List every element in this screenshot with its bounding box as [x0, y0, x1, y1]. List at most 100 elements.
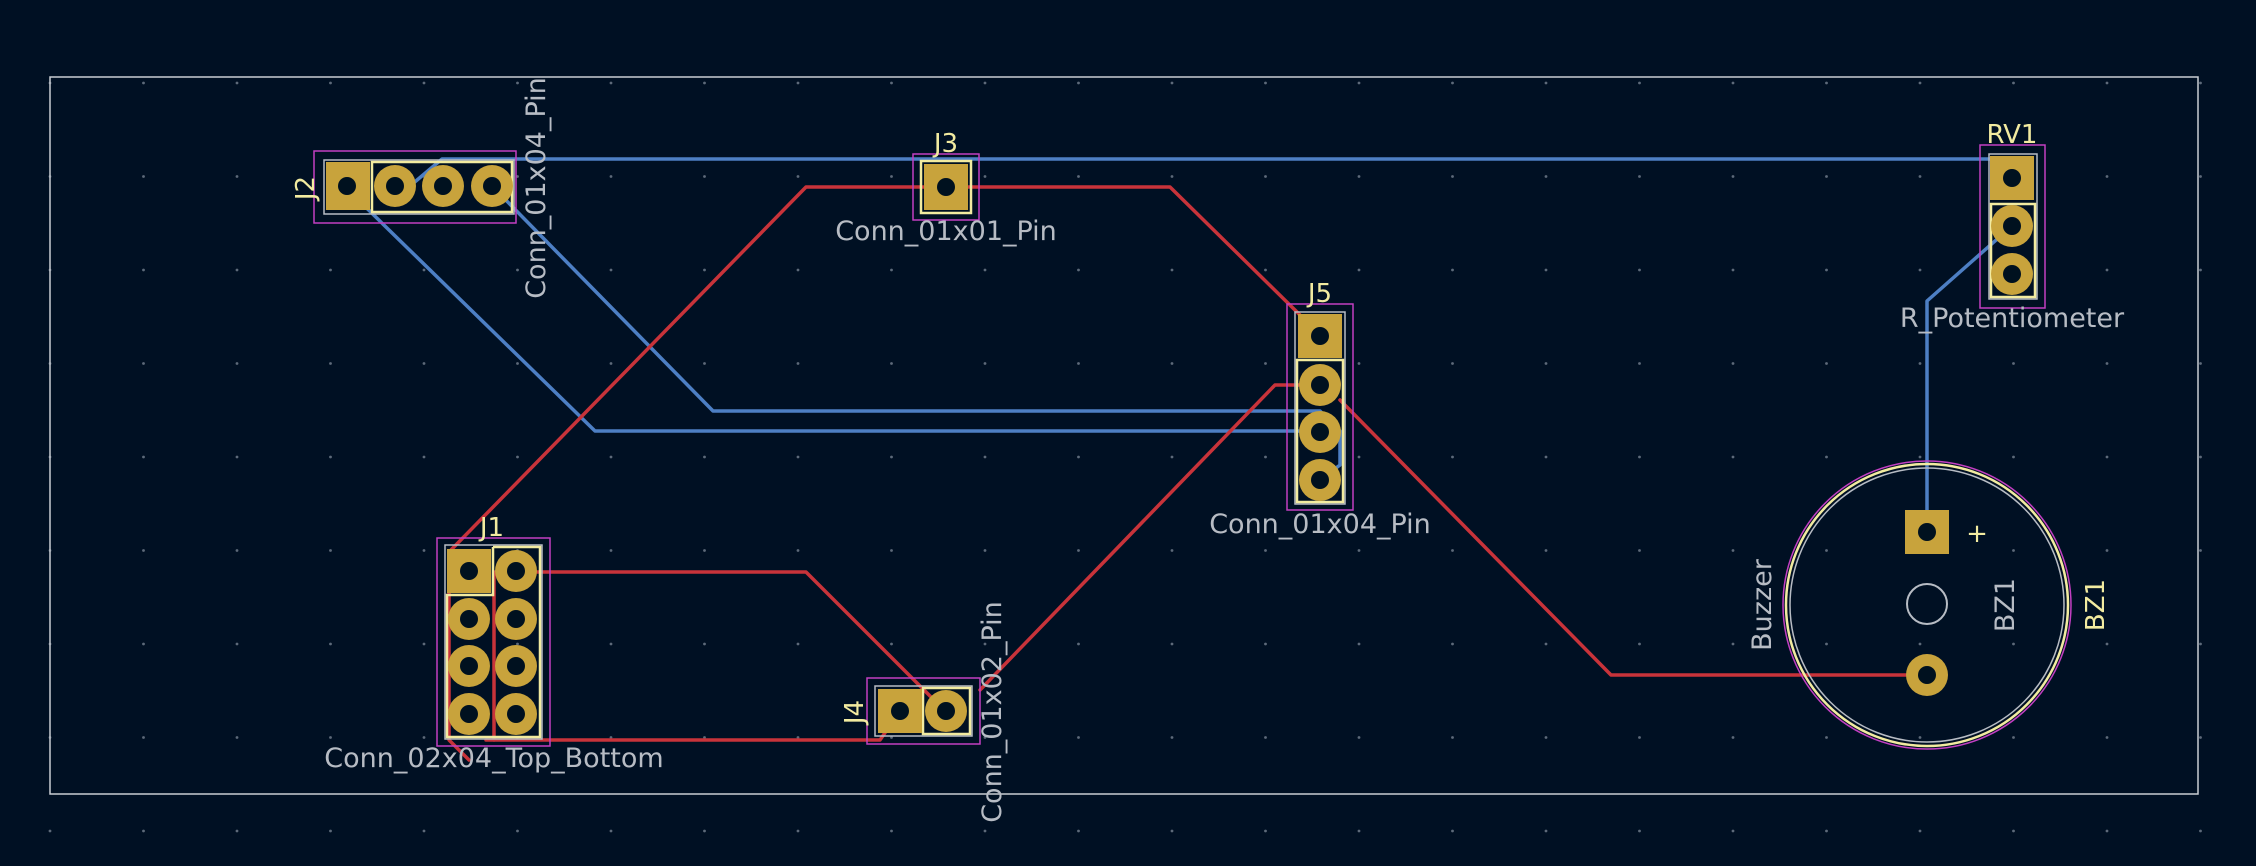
grid-dot [2012, 829, 2015, 833]
footprint-j3[interactable]: J3 Conn_01x01_Pin [835, 129, 1057, 247]
grid-dot [2105, 455, 2109, 459]
grid-dot [1731, 175, 1735, 178]
grid-dot [1918, 829, 1922, 833]
j1-pad-3-hole [460, 610, 478, 628]
j5-pad-1-hole [1311, 327, 1329, 345]
grid-dot [1638, 829, 1641, 833]
grid-dot [142, 175, 145, 178]
grid-dot [329, 829, 332, 833]
grid-dot [1357, 549, 1361, 552]
grid-dot [796, 642, 800, 646]
grid-dot [1264, 455, 1267, 459]
grid-dot [2012, 549, 2015, 552]
j5-silk-outline [1295, 358, 1345, 504]
grid-dot [1077, 549, 1080, 552]
grid-dot [1731, 81, 1735, 85]
grid-dot [142, 455, 145, 459]
board-outline [49, 76, 2199, 795]
grid-dot [2105, 642, 2109, 646]
grid-dot [1544, 829, 1548, 833]
j5-courtyard [1286, 303, 1354, 511]
grid-dot [2105, 829, 2109, 833]
grid-dot [1357, 175, 1361, 178]
grid-dot [2199, 736, 2202, 739]
grid-dot [516, 642, 519, 646]
grid-dot [422, 455, 426, 459]
trace-j2-j5-a[interactable] [343, 185, 1322, 433]
trace-j1-j4[interactable] [514, 570, 947, 713]
grid-dot [1731, 268, 1735, 272]
grid-dot [1638, 549, 1641, 552]
grid-dot [1451, 829, 1454, 833]
grid-dot [1077, 81, 1080, 85]
grid-dot [2199, 81, 2202, 85]
trace-j5-bz1[interactable] [1338, 398, 1929, 677]
j3-silk-outline [919, 159, 973, 215]
grid-dot [2199, 175, 2202, 178]
footprint-rv1[interactable]: RV1 R_Potentiometer [1900, 120, 2125, 334]
grid-dot [235, 455, 239, 459]
grid-dot [703, 549, 706, 552]
grid-dot [1825, 175, 1828, 178]
footprint-j4[interactable]: J4 Conn_01x02_Pin [840, 601, 1008, 823]
j2-value: Conn_01x04_Pin [521, 77, 552, 299]
grid-dot [1451, 268, 1454, 272]
grid-dot [1264, 81, 1267, 85]
grid-dot [1170, 642, 1174, 646]
grid-dot [329, 642, 332, 646]
grid-dot [235, 549, 239, 552]
grid-dot [2105, 268, 2109, 272]
grid-dot [1544, 175, 1548, 178]
grid-dot [2199, 362, 2202, 365]
grid-dot [1357, 362, 1361, 365]
grid-dot [1731, 549, 1735, 552]
j5-pad-2-hole [1311, 376, 1329, 394]
grid-dot [1264, 362, 1267, 365]
rv1-pad-2-hole [2003, 217, 2021, 235]
j2-reference: J2 [291, 176, 321, 202]
grid-dot [1638, 362, 1641, 365]
grid-dot [983, 549, 987, 552]
grid-dot [1731, 642, 1735, 646]
grid-dot [1170, 829, 1174, 833]
grid-dot [2199, 829, 2202, 833]
j2-fab-outline [323, 159, 515, 215]
footprint-j5[interactable]: J5 Conn_01x04_Pin [1209, 279, 1431, 540]
grid-dot [1918, 362, 1922, 365]
trace-j2-rv1[interactable] [408, 157, 2014, 188]
grid-dot [890, 549, 893, 552]
footprint-j2[interactable]: J2 Conn_01x04_Pin [291, 77, 552, 299]
grid-dot [1825, 736, 1828, 739]
j4-pad-2-hole [937, 702, 955, 720]
grid-dot [703, 829, 706, 833]
grid-dot [422, 549, 426, 552]
grid-dot [1825, 362, 1828, 365]
grid-dot [1544, 736, 1548, 739]
grid-dot [703, 268, 706, 272]
footprint-j1[interactable]: J1 Conn_02x04_Top_Bottom [324, 513, 663, 774]
trace-j1-j4-bottom[interactable] [484, 709, 902, 742]
grid-dot [703, 362, 706, 365]
bz1-courtyard [1782, 460, 2072, 750]
j3-courtyard [912, 153, 980, 221]
grid-dot [2105, 81, 2109, 85]
grid-dot [1077, 455, 1080, 459]
rv1-reference: RV1 [1987, 120, 2038, 150]
grid-dot [1731, 362, 1735, 365]
grid-dot [1544, 642, 1548, 646]
grid-dot [48, 829, 52, 833]
grid-dot [796, 268, 800, 272]
grid-dot [516, 268, 519, 272]
grid-dot [142, 268, 145, 272]
grid-dot [609, 81, 613, 85]
footprint-bz1[interactable]: + BZ1 BZ1 Buzzer [1747, 460, 2111, 750]
grid-dot [1918, 175, 1922, 178]
grid-dot [422, 81, 426, 85]
grid-dot [796, 549, 800, 552]
grid-dot [890, 268, 893, 272]
trace-rv1-bz1[interactable] [1925, 224, 2014, 534]
grid-dot [1077, 362, 1080, 365]
grid-dot [1170, 175, 1174, 178]
grid-dot [796, 829, 800, 833]
